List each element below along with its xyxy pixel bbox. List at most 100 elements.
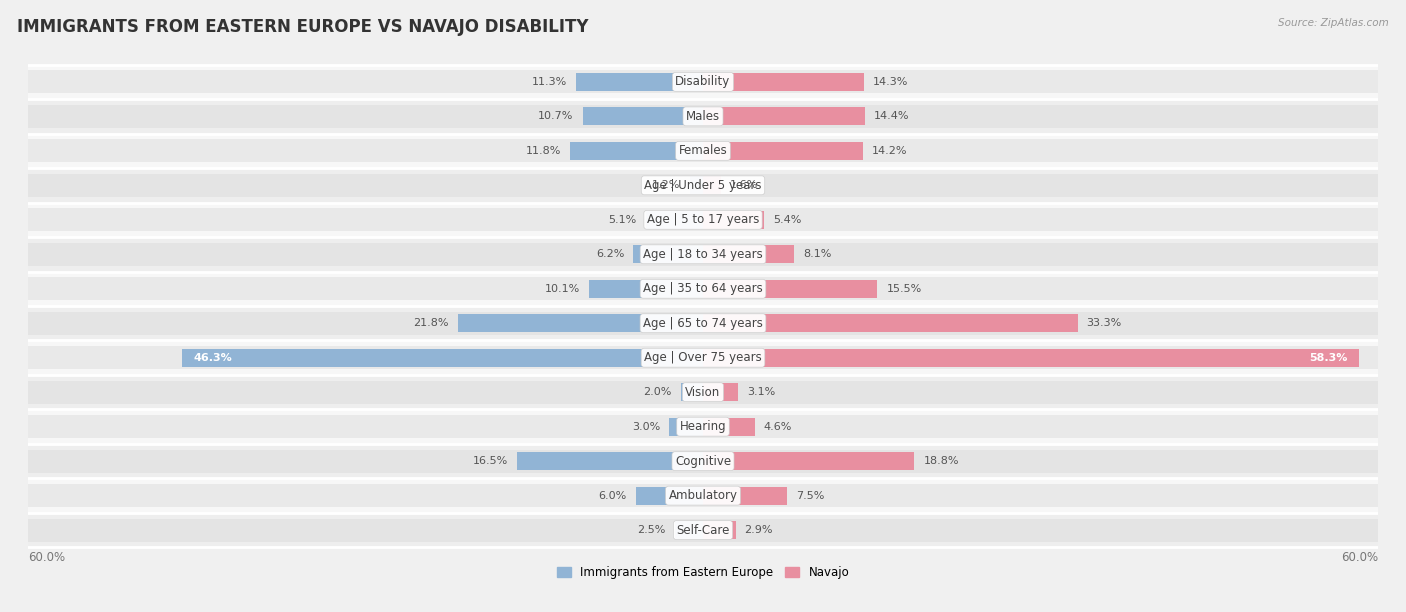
Bar	[703, 315, 1077, 332]
Bar	[28, 105, 703, 128]
Bar	[28, 375, 1378, 409]
Text: Age | 5 to 17 years: Age | 5 to 17 years	[647, 214, 759, 226]
Bar	[703, 73, 863, 91]
Bar	[576, 73, 703, 91]
Text: Ambulatory: Ambulatory	[668, 489, 738, 502]
Text: 60.0%: 60.0%	[28, 551, 65, 564]
Bar	[28, 415, 703, 438]
Text: Age | 35 to 64 years: Age | 35 to 64 years	[643, 282, 763, 295]
Text: 5.1%: 5.1%	[609, 215, 637, 225]
Bar	[28, 450, 703, 472]
Bar	[28, 409, 1378, 444]
Text: 3.1%: 3.1%	[747, 387, 775, 397]
Text: 21.8%: 21.8%	[413, 318, 449, 328]
Bar	[703, 450, 1378, 472]
Text: Females: Females	[679, 144, 727, 157]
Bar	[703, 174, 1378, 197]
Text: 16.5%: 16.5%	[474, 456, 509, 466]
Bar	[633, 245, 703, 263]
Bar	[703, 107, 865, 125]
Text: 4.6%: 4.6%	[763, 422, 792, 431]
Text: 58.3%: 58.3%	[1309, 353, 1347, 363]
Bar	[28, 140, 703, 162]
Bar	[689, 176, 703, 194]
Bar	[28, 70, 703, 94]
Text: Disability: Disability	[675, 75, 731, 88]
Bar	[183, 349, 703, 367]
Bar	[703, 280, 877, 297]
Bar	[703, 176, 721, 194]
Bar	[703, 383, 738, 401]
Bar	[703, 349, 1358, 367]
Bar	[703, 484, 1378, 507]
Text: 5.4%: 5.4%	[773, 215, 801, 225]
Bar	[28, 346, 703, 369]
Text: 1.6%: 1.6%	[730, 181, 758, 190]
Bar	[703, 243, 1378, 266]
Bar	[28, 243, 703, 266]
Text: 6.0%: 6.0%	[599, 491, 627, 501]
Text: 18.8%: 18.8%	[924, 456, 959, 466]
Bar	[28, 513, 1378, 547]
Text: 1.2%: 1.2%	[652, 181, 681, 190]
Bar	[28, 174, 703, 197]
Bar	[28, 444, 1378, 479]
Bar	[28, 203, 1378, 237]
Text: Age | 65 to 74 years: Age | 65 to 74 years	[643, 317, 763, 330]
Text: 46.3%: 46.3%	[194, 353, 232, 363]
Text: 3.0%: 3.0%	[633, 422, 661, 431]
Bar	[645, 211, 703, 229]
Text: 2.0%: 2.0%	[643, 387, 672, 397]
Text: Age | Over 75 years: Age | Over 75 years	[644, 351, 762, 364]
Text: 15.5%: 15.5%	[886, 284, 921, 294]
Bar	[703, 208, 1378, 231]
Bar	[589, 280, 703, 297]
Bar	[28, 312, 703, 335]
Bar	[703, 452, 914, 470]
Bar	[703, 105, 1378, 128]
Bar	[703, 70, 1378, 94]
Bar	[571, 142, 703, 160]
Bar	[582, 107, 703, 125]
Text: Hearing: Hearing	[679, 420, 727, 433]
Text: 7.5%: 7.5%	[796, 491, 825, 501]
Bar	[28, 237, 1378, 272]
Bar	[28, 277, 703, 300]
Bar	[703, 312, 1378, 335]
Text: 10.7%: 10.7%	[538, 111, 574, 121]
Text: IMMIGRANTS FROM EASTERN EUROPE VS NAVAJO DISABILITY: IMMIGRANTS FROM EASTERN EUROPE VS NAVAJO…	[17, 18, 588, 36]
Text: Cognitive: Cognitive	[675, 455, 731, 468]
Text: 33.3%: 33.3%	[1087, 318, 1122, 328]
Text: 14.2%: 14.2%	[872, 146, 907, 156]
Bar	[703, 518, 1378, 542]
Text: Age | 18 to 34 years: Age | 18 to 34 years	[643, 248, 763, 261]
Text: Males: Males	[686, 110, 720, 123]
Bar	[703, 487, 787, 505]
Bar	[517, 452, 703, 470]
Bar	[703, 521, 735, 539]
Text: 14.3%: 14.3%	[873, 77, 908, 87]
Text: 6.2%: 6.2%	[596, 249, 624, 259]
Bar	[703, 140, 1378, 162]
Bar	[28, 484, 703, 507]
Bar	[681, 383, 703, 401]
Text: 10.1%: 10.1%	[546, 284, 581, 294]
Bar	[703, 142, 863, 160]
Text: Vision: Vision	[685, 386, 721, 398]
Text: 14.4%: 14.4%	[875, 111, 910, 121]
Bar	[703, 418, 755, 436]
Bar	[28, 306, 1378, 340]
Bar	[28, 340, 1378, 375]
Bar	[28, 381, 703, 404]
Bar	[28, 272, 1378, 306]
Bar	[669, 418, 703, 436]
Bar	[28, 479, 1378, 513]
Text: 2.5%: 2.5%	[637, 525, 666, 535]
Bar	[703, 415, 1378, 438]
Text: 8.1%: 8.1%	[803, 249, 831, 259]
Text: 2.9%: 2.9%	[745, 525, 773, 535]
Bar	[28, 168, 1378, 203]
Text: 11.3%: 11.3%	[531, 77, 567, 87]
Text: Age | Under 5 years: Age | Under 5 years	[644, 179, 762, 192]
Bar	[28, 208, 703, 231]
